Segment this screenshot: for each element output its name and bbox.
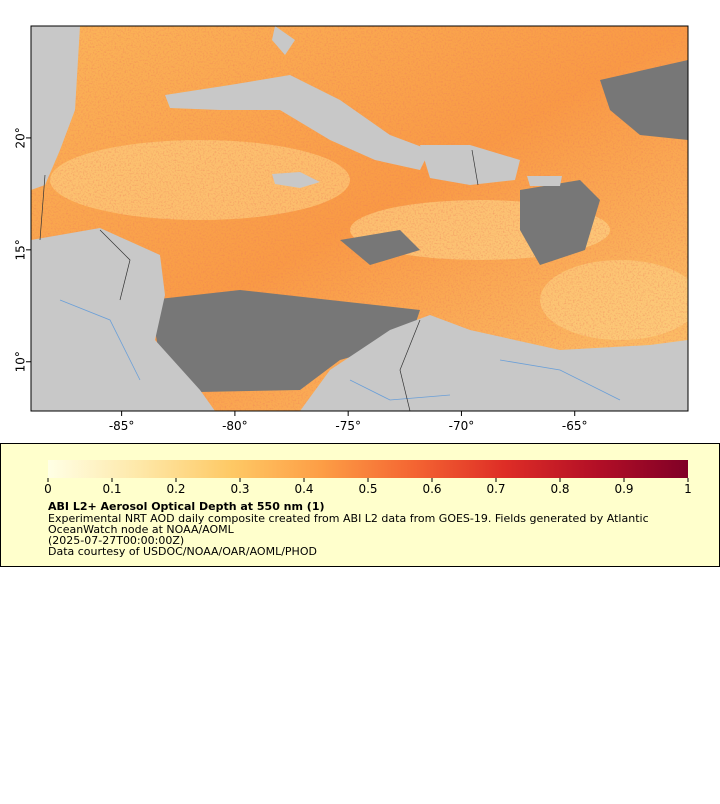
- map-frame: [30, 25, 689, 412]
- colorbar-tick-label: 0.9: [614, 482, 633, 496]
- legend-title: ABI L2+ Aerosol Optical Depth at 550 nm …: [48, 500, 325, 513]
- colorbar-tick-label: 0.4: [294, 482, 313, 496]
- colorbar-tick-label: 0: [44, 482, 52, 496]
- colorbar-tick-label: 0.8: [550, 482, 569, 496]
- colorbar-tick-label: 0.3: [230, 482, 249, 496]
- colorbar: [48, 460, 688, 478]
- colorbar-tick-label: 0.2: [166, 482, 185, 496]
- x-tick-label: -85°: [109, 419, 135, 433]
- legend-line: Data courtesy of USDOC/NOAA/OAR/AOML/PHO…: [48, 545, 317, 558]
- y-tick-label: 10°: [14, 351, 28, 372]
- x-tick-label: -65°: [562, 419, 588, 433]
- colorbar-tick-label: 0.6: [422, 482, 441, 496]
- colorbar-tick-label: 0.5: [358, 482, 377, 496]
- y-tick-label: 15°: [14, 239, 28, 260]
- colorbar-tick-label: 0.1: [102, 482, 121, 496]
- x-tick-label: -70°: [449, 419, 475, 433]
- colorbar-tick-label: 0.7: [486, 482, 505, 496]
- y-tick-label: 20°: [14, 127, 28, 148]
- map-raster: [31, 26, 688, 411]
- x-tick-label: -75°: [335, 419, 361, 433]
- legend-line: Experimental NRT AOD daily composite cre…: [48, 512, 649, 525]
- legend-line: (2025-07-27T00:00:00Z): [48, 534, 184, 547]
- legend-line: OceanWatch node at NOAA/AOML: [48, 523, 235, 536]
- colorbar-tick-label: 1: [684, 482, 692, 496]
- x-tick-label: -80°: [222, 419, 248, 433]
